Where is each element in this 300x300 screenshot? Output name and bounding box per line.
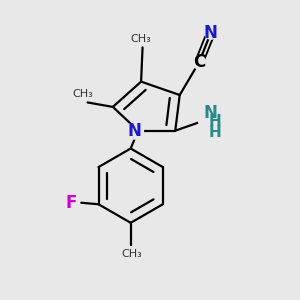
Text: CH₃: CH₃	[73, 89, 94, 99]
Circle shape	[204, 26, 218, 39]
Circle shape	[127, 122, 143, 139]
Text: N: N	[204, 104, 218, 122]
Text: N: N	[128, 122, 142, 140]
Text: CH₃: CH₃	[122, 249, 142, 259]
Circle shape	[64, 195, 79, 210]
Text: C: C	[193, 53, 205, 71]
Text: N: N	[204, 24, 218, 42]
Text: CH₃: CH₃	[131, 34, 152, 44]
Circle shape	[198, 107, 221, 130]
Text: H: H	[209, 114, 222, 129]
Circle shape	[193, 56, 206, 69]
Text: F: F	[65, 194, 77, 212]
Text: H: H	[209, 125, 222, 140]
